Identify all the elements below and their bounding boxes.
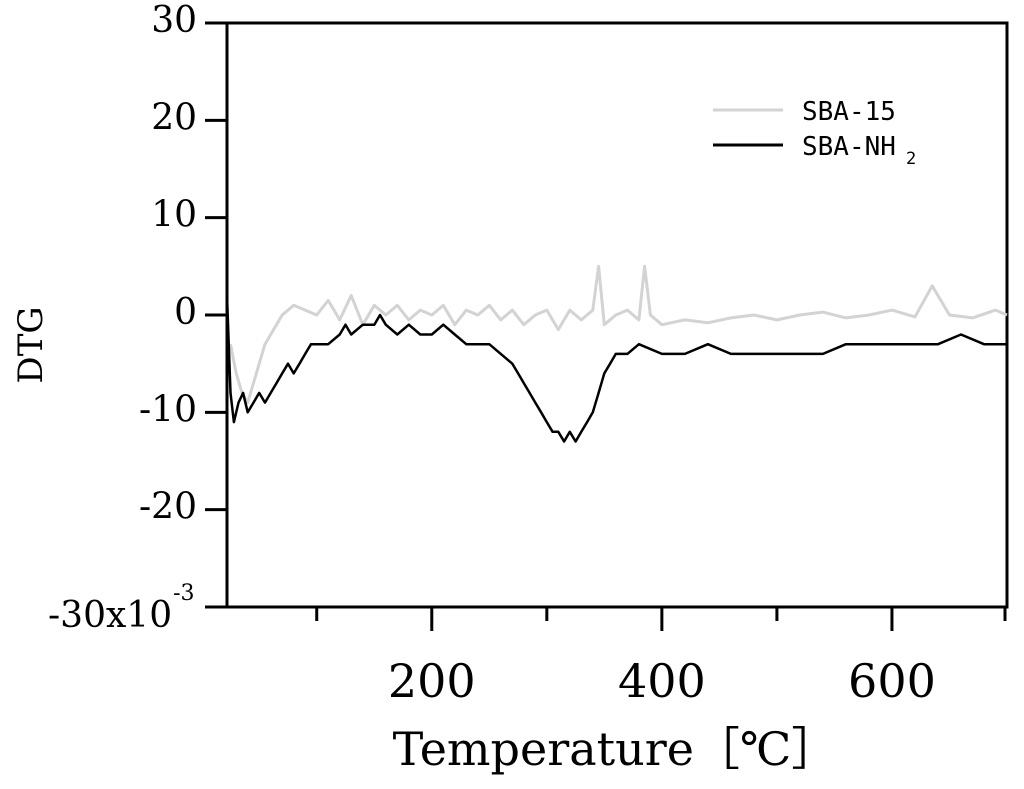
y-axis-min-tick-label: -30 [48, 595, 106, 636]
y-unit-exponent: -3 [173, 581, 194, 606]
ticks-layer: -20 -10 0 10 20 30 200 400 600 [139, 0, 1007, 708]
x-tick-label: 600 [848, 654, 936, 708]
y-tick-label: -20 [139, 487, 197, 528]
y-tick-label: 30 [151, 0, 197, 41]
x-tick-label: 400 [618, 654, 706, 708]
y-tick-label: -10 [139, 389, 197, 430]
x-tick-label: 200 [388, 654, 476, 708]
legend-label-sbanh2-subscript: 2 [906, 149, 916, 169]
y-tick-label: 20 [151, 97, 197, 138]
series-layer [225, 264, 1008, 443]
legend: SBA-15 SBA-NH 2 [713, 97, 916, 169]
x-axis-title: Temperature［℃］ [393, 722, 838, 776]
y-tick-label: 10 [151, 195, 197, 236]
y-axis-title: DTG [11, 306, 51, 383]
series-line-sbanh2 [225, 295, 1007, 443]
y-tick-label: 0 [174, 292, 197, 333]
y-unit-prefix: x10 [106, 595, 172, 636]
series-line-sba15 [229, 264, 1008, 405]
legend-label-sba15: SBA-15 [802, 97, 896, 127]
legend-label-sbanh2: SBA-NH [802, 132, 896, 162]
